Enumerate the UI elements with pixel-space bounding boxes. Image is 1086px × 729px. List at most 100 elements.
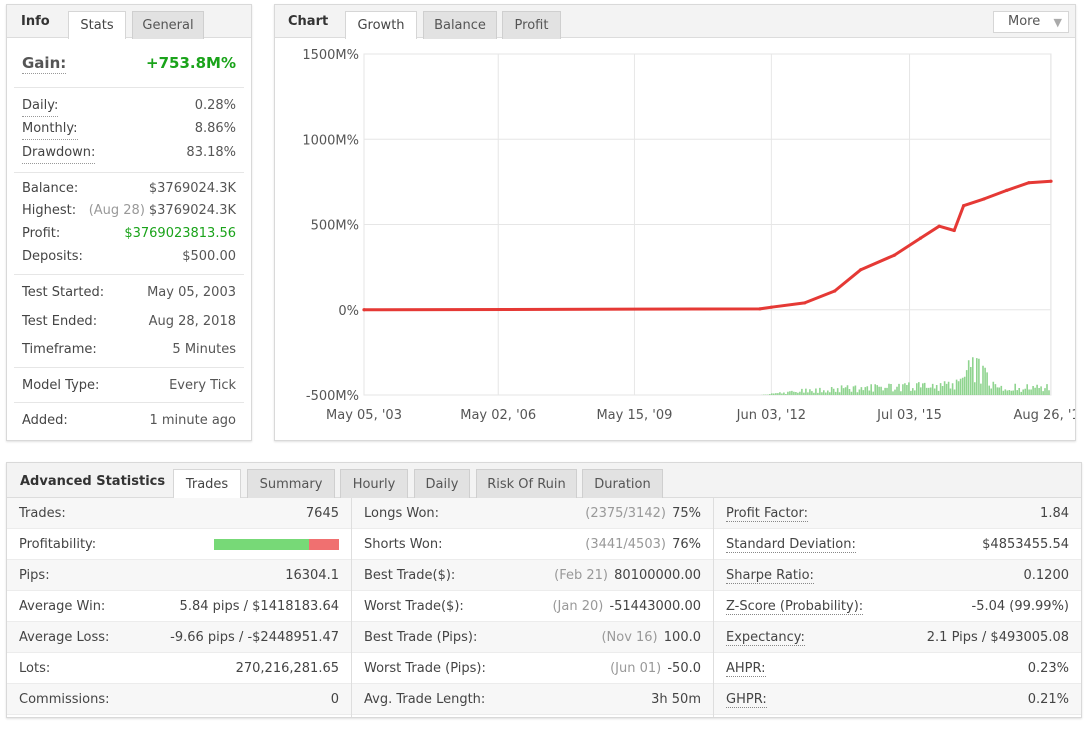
stat-label-text: Lots:	[19, 661, 51, 676]
tab-daily[interactable]: Daily	[414, 469, 470, 499]
tab-profit[interactable]: Profit	[502, 11, 561, 39]
drawdown-label[interactable]: Drawdown:	[22, 143, 96, 164]
profit-label: Profit:	[22, 226, 61, 241]
stat-label: Pips:	[19, 560, 50, 591]
stat-row-avg-trade-length: Avg. Trade Length: 3h 50m	[352, 684, 713, 715]
growth-line-point	[892, 253, 896, 257]
tab-general[interactable]: General	[132, 11, 204, 39]
stat-label-text: Average Win:	[19, 599, 106, 614]
tab-growth[interactable]: Growth	[345, 11, 417, 39]
stat-row-longs-won: Longs Won: (2375/3142) 75%	[352, 498, 713, 529]
growth-chart[interactable]: 1500M% 1000M% 500M% 0% -500M% May 05, '03 May …	[275, 39, 1075, 439]
stat-label: Profitability:	[19, 529, 96, 560]
stat-value: -9.66 pips / -$2448951.47	[170, 622, 339, 653]
highest-date: (Aug 28)	[88, 203, 145, 218]
chevron-down-icon: ▼	[1053, 16, 1062, 29]
deposits-label: Deposits:	[22, 249, 83, 264]
growth-line-point	[833, 289, 837, 293]
tab-duration[interactable]: Duration	[582, 469, 663, 499]
stat-date: (Nov 16)	[601, 630, 658, 645]
growth-line-point	[937, 224, 941, 228]
stat-label[interactable]: AHPR:	[726, 653, 766, 684]
highest-value: $3769024.3K	[148, 203, 236, 218]
drawdown-value: 83.18%	[186, 145, 236, 160]
stat-value-text: 270,216,281.65	[235, 661, 339, 676]
stat-label-text: Commissions:	[19, 692, 110, 707]
added-label: Added:	[22, 413, 68, 428]
x-tick-label: Jul 03, '15	[876, 408, 942, 423]
stat-value-text: 3h 50m	[651, 692, 701, 707]
stat-value-text: 0.21%	[1027, 692, 1069, 707]
stat-date: (Jan 20)	[552, 599, 604, 614]
tab-trades[interactable]: Trades	[173, 469, 241, 499]
stat-label-text: Profitability:	[19, 537, 97, 552]
stat-value-text: 0.23%	[1027, 661, 1069, 676]
stat-value-text: -51443000.00	[609, 599, 701, 614]
daily-label[interactable]: Daily:	[22, 96, 59, 117]
stat-label[interactable]: Standard Deviation:	[726, 529, 856, 560]
y-tick-label: -500M%	[306, 389, 359, 404]
added-value: 1 minute ago	[149, 413, 236, 428]
stat-label-text: Z-Score (Probability):	[726, 599, 864, 615]
growth-line-point	[859, 268, 863, 272]
profit-value: $3769023813.56	[124, 226, 236, 241]
monthly-label[interactable]: Monthly:	[22, 119, 78, 140]
model-label: Model Type:	[22, 378, 100, 393]
deposits-row: Deposits: $500.00	[22, 247, 236, 267]
stat-label: Longs Won:	[364, 498, 439, 529]
stat-value-text: 80100000.00	[614, 568, 701, 583]
drawdown-row: Drawdown: 83.18%	[22, 143, 236, 164]
stat-label[interactable]: Profit Factor:	[726, 498, 808, 529]
more-label: More	[1008, 14, 1041, 29]
stat-value: 3h 50m	[651, 684, 701, 715]
growth-line-point	[769, 305, 773, 309]
test-started-label: Test Started:	[22, 285, 105, 300]
stat-label: Average Win:	[19, 591, 105, 622]
stat-label-text: AHPR:	[726, 661, 766, 677]
stat-row-standard-deviation: Standard Deviation: $4853455.54	[714, 529, 1081, 560]
stat-label-text: Standard Deviation:	[726, 537, 856, 553]
stat-label[interactable]: GHPR:	[726, 684, 767, 715]
stat-value: 0	[331, 684, 339, 715]
growth-line-point	[1049, 179, 1053, 183]
growth-line-point	[982, 197, 986, 201]
stat-row-expectancy: Expectancy: 2.1 Pips / $493005.08	[714, 622, 1081, 653]
profit-bars-series	[761, 357, 1050, 395]
stat-label-text: GHPR:	[726, 692, 767, 708]
growth-line-point	[961, 204, 966, 208]
stat-value-text: -50.0	[667, 661, 701, 676]
stat-row-shorts-won: Shorts Won: (3441/4503) 76%	[352, 529, 713, 560]
stat-value: 0.21%	[1028, 684, 1069, 715]
stat-label-text: Avg. Trade Length:	[364, 692, 486, 707]
highest-row: Highest: (Aug 28) $3769024.3K	[22, 201, 236, 221]
tab-hourly[interactable]: Hourly	[340, 469, 408, 499]
column-divider	[351, 498, 352, 717]
stat-row-sharpe-ratio: Sharpe Ratio: 0.1200	[714, 560, 1081, 591]
stat-row-best-trade: Best Trade($): (Feb 21) 80100000.00	[352, 560, 713, 591]
stat-date: (3441/4503)	[585, 537, 666, 552]
tab-balance[interactable]: Balance	[423, 11, 497, 39]
tab-risk-of-ruin[interactable]: Risk Of Ruin	[476, 469, 577, 499]
stat-label[interactable]: Sharpe Ratio:	[726, 560, 814, 591]
tab-summary[interactable]: Summary	[247, 469, 335, 499]
stat-value-text: 7645	[305, 506, 339, 521]
stat-label-text: Expectancy:	[726, 630, 805, 646]
more-dropdown[interactable]: More ▼	[993, 11, 1069, 33]
stat-value: 2.1 Pips / $493005.08	[927, 622, 1069, 653]
growth-line-point	[758, 307, 762, 311]
tab-stats[interactable]: Stats	[68, 11, 126, 39]
divider	[14, 402, 244, 403]
stat-label[interactable]: Expectancy:	[726, 622, 805, 653]
balance-row: Balance: $3769024.3K	[22, 179, 236, 199]
stat-value: 0.23%	[1028, 653, 1069, 684]
added-row: Added: 1 minute ago	[22, 411, 236, 431]
stat-row-pips: Pips: 16304.1	[7, 560, 351, 591]
monthly-row: Monthly: 8.86%	[22, 119, 236, 140]
info-title: Info	[21, 14, 50, 29]
gain-label[interactable]: Gain:	[22, 54, 67, 74]
stat-value: 0.1200	[1024, 560, 1070, 591]
test-ended-value: Aug 28, 2018	[148, 314, 236, 329]
stat-label[interactable]: Z-Score (Probability):	[726, 591, 864, 622]
stat-label-text: Pips:	[19, 568, 50, 583]
monthly-value: 8.86%	[194, 121, 236, 136]
